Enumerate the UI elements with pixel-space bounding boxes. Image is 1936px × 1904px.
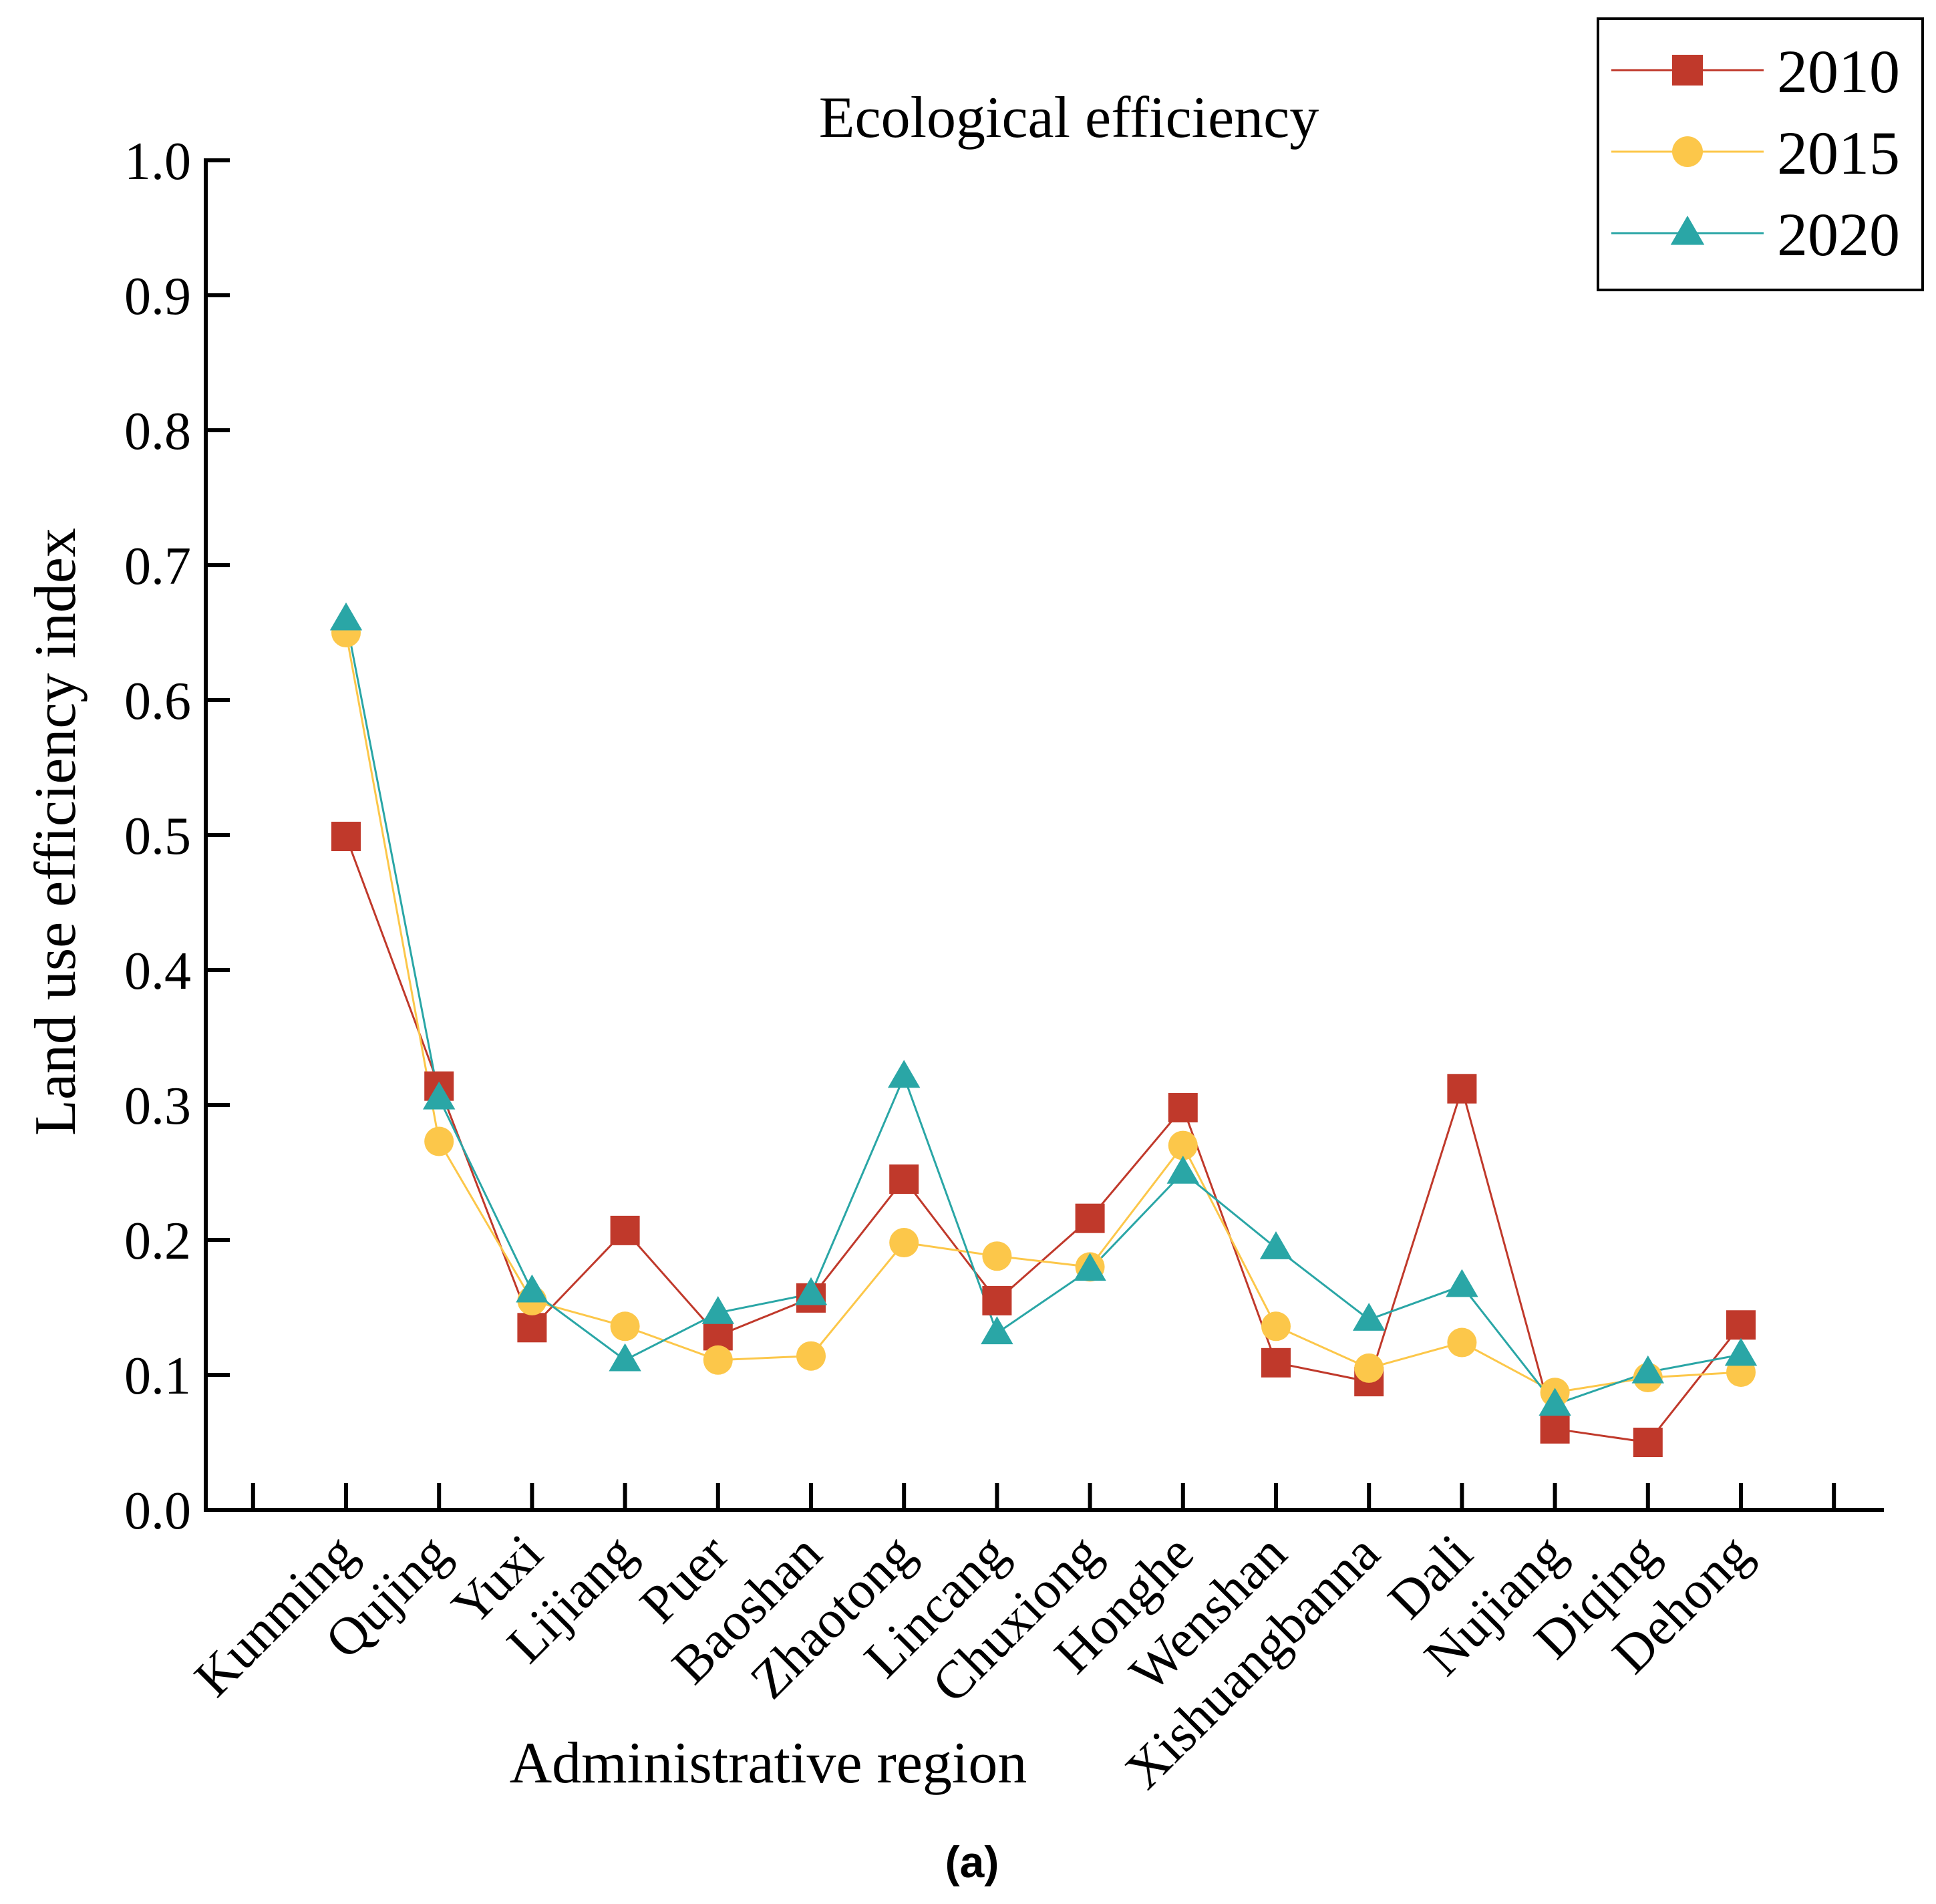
legend-label: 2010: [1777, 37, 1900, 106]
legend-marker: [1670, 215, 1705, 245]
series-2010-point: [1447, 1074, 1477, 1104]
series-2020-point: [1539, 1388, 1571, 1416]
legend-marker: [1672, 55, 1703, 86]
series-2020-point: [701, 1296, 734, 1324]
series-2010-point: [982, 1285, 1012, 1315]
legend-item-2015: 2015: [1611, 119, 1900, 187]
series-2015-points: [331, 618, 1756, 1408]
y-tick-label: 0.8: [124, 402, 191, 461]
series-2010-points: [331, 822, 1756, 1457]
series-2015-point: [1261, 1311, 1291, 1341]
series-2015-point: [1447, 1327, 1477, 1358]
series-2015-line: [345, 632, 1742, 1394]
series-2020-point: [329, 602, 363, 631]
series-2015-point: [796, 1341, 826, 1371]
series-2010-point: [610, 1215, 640, 1245]
series-2020-point: [1631, 1355, 1664, 1384]
series-2020-point: [1074, 1253, 1106, 1281]
series-2020-point: [423, 1081, 456, 1110]
y-tick-label: 0.0: [124, 1482, 191, 1541]
figure-caption: (a): [945, 1837, 999, 1887]
series-2010-point: [517, 1313, 547, 1343]
y-tick-label: 0.3: [124, 1077, 191, 1136]
series-2015-point: [1354, 1353, 1384, 1383]
series-2010-point: [1168, 1093, 1198, 1123]
series-2015-point: [889, 1228, 919, 1258]
series-2020-point: [1724, 1337, 1758, 1366]
chart-title: Ecological efficiency: [819, 86, 1319, 150]
series-2020-points: [329, 602, 1758, 1416]
series-2020-point: [794, 1277, 828, 1305]
y-tick-label: 0.9: [124, 267, 191, 326]
series-2015-point: [1168, 1130, 1198, 1160]
series-2020-point: [609, 1343, 641, 1372]
series-2015-point: [424, 1126, 454, 1156]
legend-box: [1597, 17, 1924, 291]
series-2020-point: [1353, 1303, 1386, 1331]
y-tick-label: 0.1: [124, 1347, 191, 1406]
y-tick-label: 1.0: [124, 132, 191, 191]
series-2010-point: [331, 822, 361, 852]
series-2020-point: [1166, 1155, 1199, 1184]
series-2020-point: [888, 1060, 921, 1088]
series-2010-point: [1540, 1414, 1570, 1444]
series-2015-point: [610, 1311, 640, 1341]
axes: 0.00.10.20.30.40.50.60.70.80.91.0Kunming…: [124, 132, 1884, 1800]
series-2020-point: [516, 1274, 548, 1303]
series-2010-point: [1261, 1347, 1291, 1378]
legend-label: 2015: [1777, 119, 1900, 187]
series-markers: [329, 602, 1758, 1457]
legend-marker: [1672, 136, 1703, 167]
x-axis-label: Administrative region: [510, 1731, 1027, 1796]
series-2015-point: [703, 1345, 733, 1375]
series-2010-line: [345, 836, 1742, 1444]
y-tick-label: 0.2: [124, 1212, 191, 1271]
legend: 2010 2015 2020: [1597, 17, 1924, 291]
series-2010-point: [1726, 1310, 1756, 1340]
series-2020-line: [345, 619, 1742, 1406]
series-2020-point: [1446, 1269, 1478, 1297]
y-axis-label: Land use efficiency index: [23, 528, 88, 1136]
legend-item-2010: 2010: [1611, 37, 1900, 106]
series-2015-point: [982, 1241, 1012, 1271]
y-tick-label: 0.7: [124, 537, 191, 596]
series-lines: [345, 619, 1742, 1444]
series-2020-point: [981, 1316, 1013, 1345]
y-tick-label: 0.5: [124, 807, 191, 866]
legend-label: 2020: [1777, 200, 1900, 269]
series-2010-point: [889, 1164, 919, 1195]
series-2020-point: [1259, 1231, 1293, 1259]
y-tick-label: 0.6: [124, 672, 191, 731]
legend-item-2020: 2020: [1611, 200, 1900, 269]
y-tick-label: 0.4: [124, 942, 191, 1001]
series-2010-point: [1633, 1428, 1663, 1457]
series-2010-point: [1075, 1203, 1105, 1233]
